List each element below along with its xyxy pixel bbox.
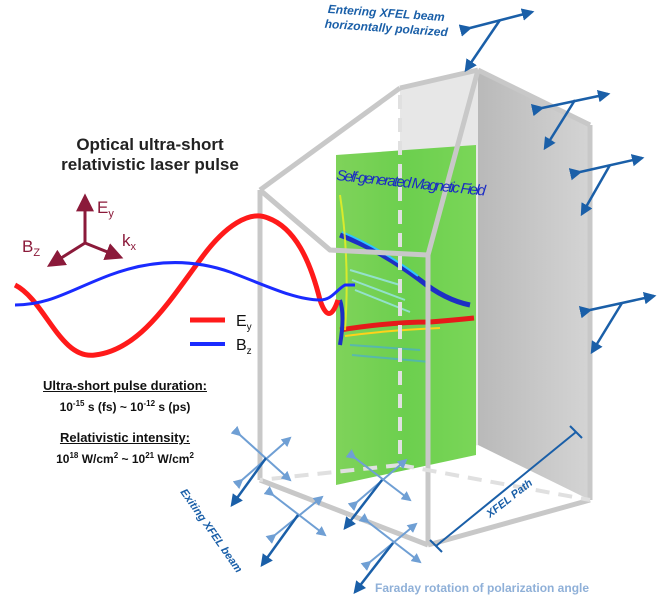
ey-axis-label: Ey bbox=[97, 198, 114, 220]
title-line-1: Optical ultra-short bbox=[76, 135, 224, 154]
coordinate-axes bbox=[46, 193, 124, 267]
xfel-path-dimension bbox=[429, 425, 583, 553]
faraday-label: Faraday rotation of polarization angle bbox=[375, 581, 589, 595]
bz-wave bbox=[14, 261, 355, 307]
kx-axis-label: kx bbox=[122, 231, 137, 253]
legend-bz-label: Bz bbox=[236, 337, 252, 357]
intensity-heading: Relativistic intensity: bbox=[59, 430, 191, 445]
bz-axis-label: BZ bbox=[22, 237, 40, 259]
box-side-face bbox=[478, 70, 590, 500]
pulse-duration-heading: Ultra-short pulse duration: bbox=[43, 378, 207, 393]
pulse-duration-value: 10-15 s (fs) ~ 10-12 s (ps) bbox=[59, 399, 191, 414]
title-line-2: relativistic laser pulse bbox=[61, 155, 239, 174]
ey-wave bbox=[13, 213, 341, 358]
pulse-duration-block: Ultra-short pulse duration: 10-15 s (fs)… bbox=[20, 378, 230, 414]
intensity-value: 1018 W/cm2 ~ 1021 W/cm2 bbox=[56, 451, 194, 466]
intensity-block: Relativistic intensity: 1018 W/cm2 ~ 102… bbox=[20, 430, 230, 466]
magnetic-field-panel bbox=[336, 145, 476, 485]
exiting-polarization-arrows bbox=[230, 425, 422, 594]
entering-polarization-arrows bbox=[458, 8, 657, 355]
legend-ey-label: Ey bbox=[236, 313, 252, 333]
laser-pulse-title: Optical ultra-short relativistic laser p… bbox=[30, 135, 270, 175]
